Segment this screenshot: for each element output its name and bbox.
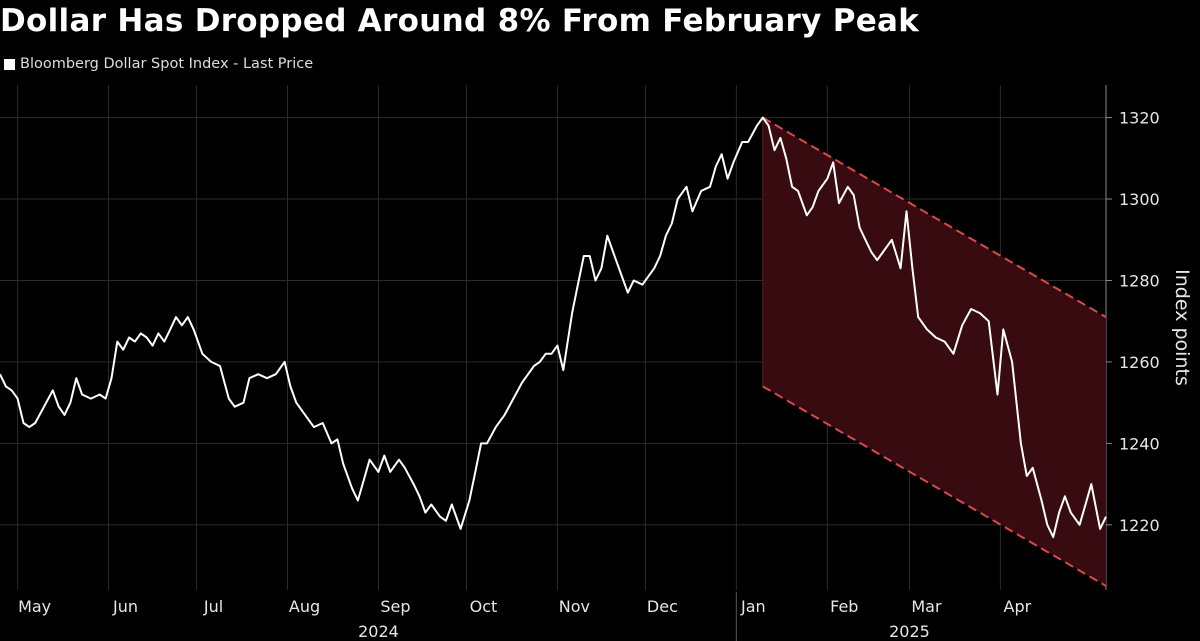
- series-line: [0, 116, 1107, 539]
- x-tick-label: Jun: [112, 597, 138, 616]
- channel-lower-line: [762, 385, 1107, 587]
- channel-fill: [762, 117, 1106, 586]
- x-tick-label: Aug: [289, 597, 320, 616]
- x-tick-label: Jul: [203, 597, 223, 616]
- channel-upper-line: [762, 116, 1107, 319]
- y-axis-title: Index points: [1171, 269, 1193, 386]
- y-tick-label: 1240: [1119, 434, 1160, 453]
- x-tick-label: Feb: [830, 597, 858, 616]
- x-tick-label: Mar: [911, 597, 942, 616]
- legend: Bloomberg Dollar Spot Index - Last Price: [4, 56, 313, 72]
- x-tick-label: May: [18, 597, 51, 616]
- y-tick-label: 1280: [1119, 271, 1160, 290]
- x-tick-label: Dec: [647, 597, 678, 616]
- y-tick-label: 1300: [1119, 190, 1160, 209]
- year-label: 2025: [889, 622, 930, 641]
- chart-title: Dollar Has Dropped Around 8% From Februa…: [0, 3, 920, 39]
- legend-swatch: [4, 58, 15, 70]
- y-tick-label: 1320: [1119, 109, 1160, 128]
- x-tick-label: Oct: [470, 597, 498, 616]
- legend-label: Bloomberg Dollar Spot Index - Last Price: [20, 56, 314, 72]
- y-tick-label: 1220: [1119, 516, 1160, 535]
- x-tick-label: Apr: [1004, 597, 1032, 616]
- x-tick-label: Jan: [740, 597, 766, 616]
- y-tick-label: 1260: [1119, 353, 1160, 372]
- year-label: 2024: [358, 622, 399, 641]
- x-tick-label: Nov: [559, 597, 590, 616]
- x-tick-label: Sep: [380, 597, 410, 616]
